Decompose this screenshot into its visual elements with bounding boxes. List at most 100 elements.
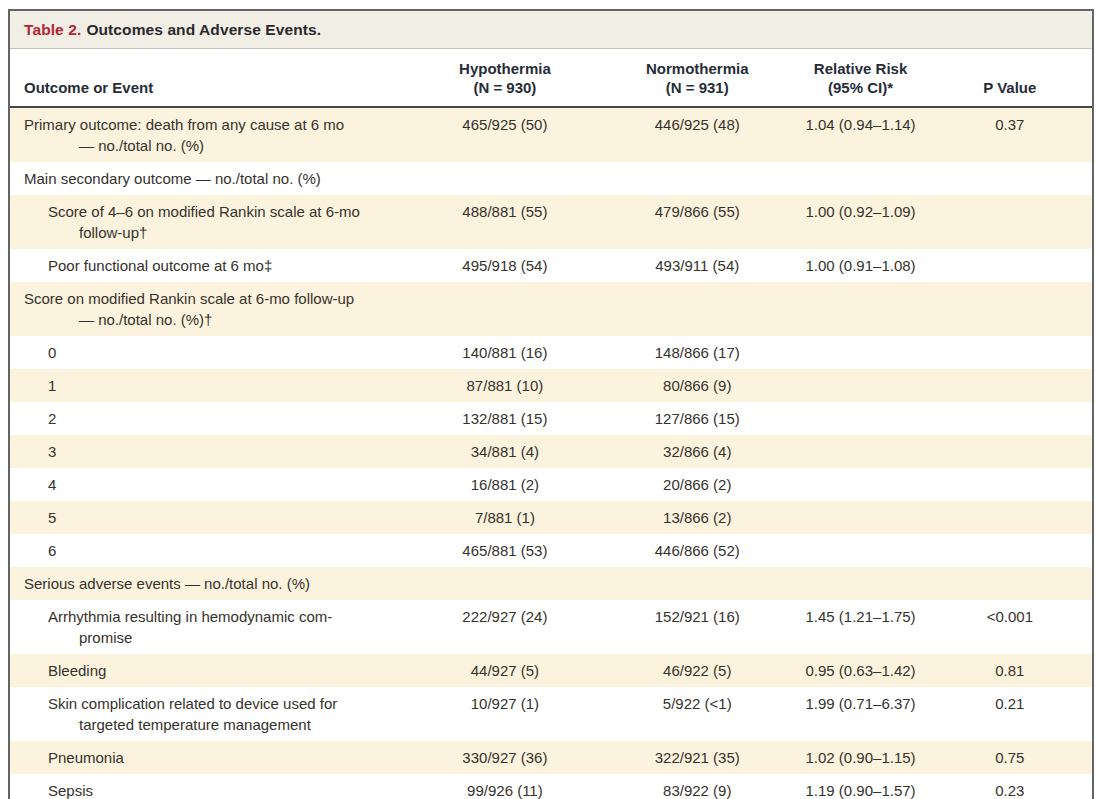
p-value-cell: 0.81: [928, 654, 1092, 687]
hypothermia-cell: 132/881 (15): [409, 402, 601, 435]
row-label: 5: [10, 501, 409, 534]
table-caption: Outcomes and Adverse Events.: [86, 21, 321, 38]
hypothermia-cell: 495/918 (54): [409, 249, 601, 282]
p-value-cell: [928, 249, 1092, 282]
relative-risk-cell: [793, 435, 927, 468]
relative-risk-cell: [793, 534, 927, 567]
row-label: 4: [10, 468, 409, 501]
p-value-cell: 0.75: [928, 741, 1092, 774]
relative-risk-cell: 1.04 (0.94–1.14): [793, 107, 927, 162]
table-row: Score of 4–6 on modified Rankin scale at…: [10, 195, 1092, 249]
row-label-line: Arrhythmia resulting in hemodynamic com-: [24, 606, 401, 627]
table-row: Bleeding44/927 (5)46/922 (5)0.95 (0.63–1…: [10, 654, 1092, 687]
normothermia-cell: 152/921 (16): [601, 600, 793, 654]
hypothermia-cell: [409, 162, 601, 195]
row-label: 3: [10, 435, 409, 468]
row-label: Primary outcome: death from any cause at…: [10, 107, 409, 162]
table-row: 1 87/881 (10)80/866 (9): [10, 369, 1092, 402]
outcomes-table: Outcome or Event Hypothermia (N = 930) N…: [10, 49, 1092, 799]
relative-risk-cell: [793, 369, 927, 402]
normothermia-cell: [601, 162, 793, 195]
table-row: 0140/881 (16)148/866 (17): [10, 336, 1092, 369]
table-row: 6465/881 (53)446/866 (52): [10, 534, 1092, 567]
relative-risk-cell: [793, 282, 927, 336]
row-label-line: 0: [24, 342, 401, 363]
column-header-relative-risk: Relative Risk (95% CI)*: [793, 49, 927, 107]
relative-risk-cell: 1.99 (0.71–6.37): [793, 687, 927, 741]
hypothermia-cell: 465/881 (53): [409, 534, 601, 567]
row-label-line: Primary outcome: death from any cause at…: [24, 114, 401, 135]
row-label: Pneumonia: [10, 741, 409, 774]
relative-risk-cell: [793, 336, 927, 369]
hypothermia-cell: 16/881 (2): [409, 468, 601, 501]
table-row: Main secondary outcome — no./total no. (…: [10, 162, 1092, 195]
relative-risk-cell: [793, 468, 927, 501]
normothermia-cell: 493/911 (54): [601, 249, 793, 282]
row-label-continuation: — no./total no. (%)†: [24, 309, 401, 330]
row-label: Arrhythmia resulting in hemodynamic com-…: [10, 600, 409, 654]
p-value-cell: [928, 282, 1092, 336]
normothermia-cell: 13/866 (2): [601, 501, 793, 534]
relative-risk-cell: 1.19 (0.90–1.57): [793, 774, 927, 799]
row-label: Bleeding: [10, 654, 409, 687]
row-label: 6: [10, 534, 409, 567]
p-value-cell: [928, 534, 1092, 567]
table-title: Table 2. Outcomes and Adverse Events.: [10, 11, 1092, 49]
relative-risk-cell: [793, 567, 927, 600]
relative-risk-cell: 1.45 (1.21–1.75): [793, 600, 927, 654]
normothermia-cell: 446/866 (52): [601, 534, 793, 567]
normothermia-cell: [601, 282, 793, 336]
row-label-line: 1: [24, 375, 401, 396]
relative-risk-cell: [793, 402, 927, 435]
normothermia-cell: 127/866 (15): [601, 402, 793, 435]
normothermia-cell: 83/922 (9): [601, 774, 793, 799]
table-body: Primary outcome: death from any cause at…: [10, 107, 1092, 799]
normothermia-cell: 20/866 (2): [601, 468, 793, 501]
row-label-line: Main secondary outcome — no./total no. (…: [24, 168, 401, 189]
relative-risk-cell: 1.02 (0.90–1.15): [793, 741, 927, 774]
p-value-cell: [928, 336, 1092, 369]
p-value-cell: [928, 369, 1092, 402]
p-value-cell: [928, 195, 1092, 249]
relative-risk-cell: [793, 501, 927, 534]
row-label-line: Score of 4–6 on modified Rankin scale at…: [24, 201, 401, 222]
table-row: Serious adverse events — no./total no. (…: [10, 567, 1092, 600]
row-label-continuation: promise: [24, 627, 401, 648]
row-label-line: Bleeding: [24, 660, 401, 681]
hypothermia-cell: 488/881 (55): [409, 195, 601, 249]
p-value-cell: [928, 567, 1092, 600]
table-row: Primary outcome: death from any cause at…: [10, 107, 1092, 162]
row-label-continuation: follow-up†: [24, 222, 401, 243]
row-label-line: Score on modified Rankin scale at 6-mo f…: [24, 288, 401, 309]
outcomes-table-card: Table 2. Outcomes and Adverse Events. Out…: [8, 9, 1094, 799]
p-value-cell: <0.001: [928, 600, 1092, 654]
table-row: 57/881 (1)13/866 (2): [10, 501, 1092, 534]
table-number: Table 2.: [24, 21, 81, 38]
hypothermia-cell: 34/881 (4): [409, 435, 601, 468]
normothermia-cell: 46/922 (5): [601, 654, 793, 687]
normothermia-cell: 446/925 (48): [601, 107, 793, 162]
normothermia-cell: 32/866 (4): [601, 435, 793, 468]
hypothermia-cell: 7/881 (1): [409, 501, 601, 534]
table-row: Score on modified Rankin scale at 6-mo f…: [10, 282, 1092, 336]
relative-risk-cell: [793, 162, 927, 195]
row-label: 0: [10, 336, 409, 369]
hypothermia-cell: 87/881 (10): [409, 369, 601, 402]
table-header: Outcome or Event Hypothermia (N = 930) N…: [10, 49, 1092, 107]
hypothermia-cell: 330/927 (36): [409, 741, 601, 774]
row-label: Score of 4–6 on modified Rankin scale at…: [10, 195, 409, 249]
normothermia-cell: 80/866 (9): [601, 369, 793, 402]
row-label-line: Poor functional outcome at 6 mo‡: [24, 255, 401, 276]
row-label-line: 3: [24, 441, 401, 462]
normothermia-cell: [601, 567, 793, 600]
p-value-cell: [928, 435, 1092, 468]
table-row: 2132/881 (15)127/866 (15): [10, 402, 1092, 435]
table-row: Skin complication related to device used…: [10, 687, 1092, 741]
hypothermia-cell: 10/927 (1): [409, 687, 601, 741]
relative-risk-cell: 1.00 (0.91–1.08): [793, 249, 927, 282]
p-value-cell: [928, 501, 1092, 534]
table-row: 416/881 (2)20/866 (2): [10, 468, 1092, 501]
row-label-line: Pneumonia: [24, 747, 401, 768]
hypothermia-cell: 44/927 (5): [409, 654, 601, 687]
table-row: Arrhythmia resulting in hemodynamic com-…: [10, 600, 1092, 654]
